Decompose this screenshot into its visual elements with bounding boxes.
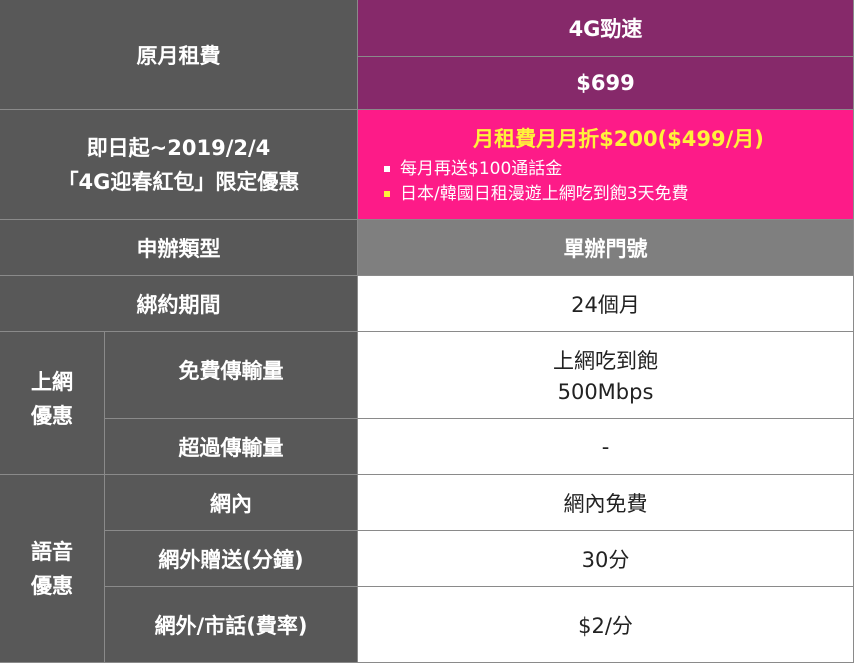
label: 上網優惠 — [31, 370, 73, 428]
free-data-label: 免費傳輸量 — [105, 332, 358, 419]
on-net-label: 網內 — [105, 475, 358, 531]
label: 申辦類型 — [136, 236, 221, 261]
off-net-rate-label: 網外/市話(費率) — [105, 587, 358, 663]
voice-group-label: 語音優惠 — [0, 475, 105, 663]
contract-value: 24個月 — [358, 276, 854, 332]
promo-headline: 月租費月月折$200($499/月) — [473, 126, 764, 151]
off-net-free-value: 30分 — [358, 531, 854, 587]
promo-name: 「4G迎春紅包」限定優惠 — [57, 169, 300, 194]
promo-bullet: 日本/韓國日租漫遊上網吃到飽3天免費 — [384, 182, 689, 207]
bullet-text: 日本/韓國日租漫遊上網吃到飽3天免費 — [400, 183, 689, 204]
data-group-label: 上網優惠 — [0, 332, 105, 475]
value: 單辦門號 — [563, 236, 648, 261]
promo-bullet: 每月再送$100通話金 — [384, 157, 562, 182]
promo-label-cell: 即日起~2019/2/4 「4G迎春紅包」限定優惠 — [0, 110, 358, 220]
off-net-rate-value: $2/分 — [358, 587, 854, 663]
value: - — [601, 434, 610, 459]
value: 上網吃到飽 — [553, 348, 658, 373]
free-data-value: 上網吃到飽 500Mbps — [358, 332, 854, 419]
value: 30分 — [581, 547, 630, 572]
label: 免費傳輸量 — [178, 359, 284, 383]
promo-detail-cell: 月租費月月折$200($499/月) 每月再送$100通話金 日本/韓國日租漫遊… — [358, 110, 854, 220]
fee-label: 原月租費 — [136, 43, 221, 68]
apply-type-label: 申辦類型 — [0, 220, 358, 276]
contract-label: 綁約期間 — [0, 276, 358, 332]
label: 綁約期間 — [136, 292, 221, 317]
label: 超過傳輸量 — [178, 435, 284, 460]
promo-date: 即日起~2019/2/4 — [86, 135, 271, 160]
plan-price: $699 — [576, 71, 635, 95]
plan-name: 4G勁速 — [568, 17, 643, 41]
off-net-free-label: 網外贈送(分鐘) — [105, 531, 358, 587]
value: 24個月 — [571, 292, 640, 317]
plan-price-cell: $699 — [358, 57, 854, 110]
on-net-value: 網內免費 — [358, 475, 854, 531]
value: 500Mbps — [557, 379, 654, 404]
fee-label-cell: 原月租費 — [0, 0, 358, 110]
over-data-label: 超過傳輸量 — [105, 419, 358, 475]
bullet-square-icon — [384, 191, 390, 197]
value: $2/分 — [578, 613, 633, 638]
label: 語音優惠 — [31, 539, 73, 598]
value: 網內免費 — [563, 491, 648, 516]
label: 網內 — [210, 491, 252, 516]
apply-type-value: 單辦門號 — [358, 220, 854, 276]
bullet-text: 每月再送$100通話金 — [400, 158, 563, 179]
bullet-square-icon — [384, 166, 390, 172]
label: 網外/市話(費率) — [154, 613, 308, 638]
plan-name-cell: 4G勁速 — [358, 0, 854, 57]
over-data-value: - — [358, 419, 854, 475]
label: 網外贈送(分鐘) — [158, 547, 304, 572]
